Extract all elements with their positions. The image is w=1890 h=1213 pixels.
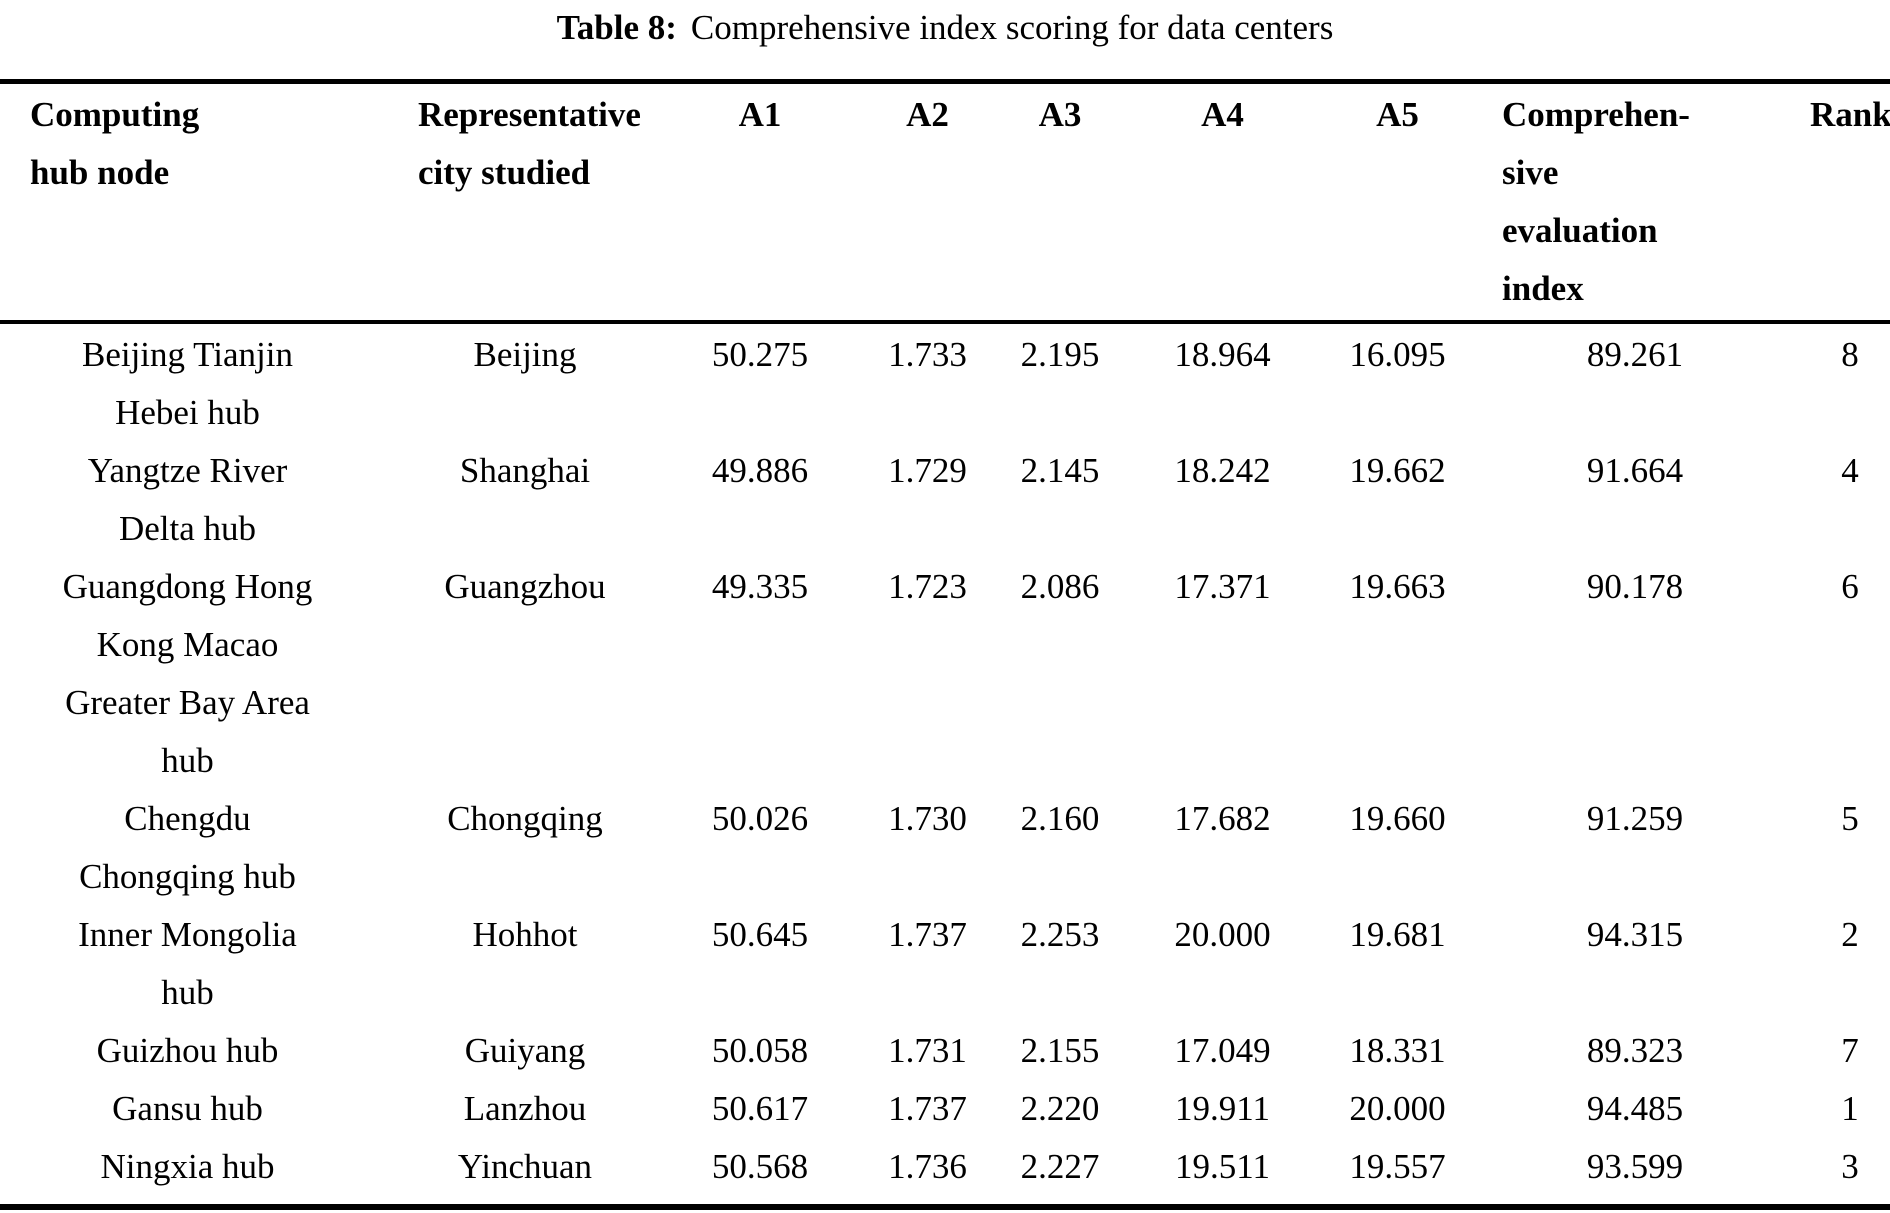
table-row: Gansu hub Lanzhou 50.617 1.737 2.220 19.… — [0, 1080, 1890, 1138]
data-table: Computing hub node Representative city s… — [0, 79, 1890, 1210]
cell-index: 94.315 — [1586, 915, 1684, 954]
column-header-a4: A4 — [1110, 81, 1335, 324]
cell-hub: Chengdu Chongqing hub — [79, 799, 296, 896]
cell-index: 89.261 — [1586, 335, 1684, 374]
cell-a5: 19.660 — [1349, 799, 1446, 838]
cell-a4: 18.242 — [1174, 451, 1271, 490]
cell-a1: 50.568 — [711, 1147, 809, 1186]
cell-index: 93.599 — [1586, 1147, 1684, 1186]
cell-a2: 1.733 — [888, 335, 967, 374]
caption-label: Table 8: — [556, 8, 677, 47]
cell-a3: 2.227 — [1020, 1147, 1100, 1186]
column-header-a2: A2 — [845, 81, 1010, 324]
cell-rank: 7 — [1841, 1031, 1859, 1070]
table-row: Guizhou hub Guiyang 50.058 1.731 2.155 1… — [0, 1022, 1890, 1080]
table-row: Inner Mongolia hub Hohhot 50.645 1.737 2… — [0, 906, 1890, 1022]
cell-a2: 1.730 — [888, 799, 967, 838]
cell-a3: 2.195 — [1020, 335, 1100, 374]
table-header-row: Computing hub node Representative city s… — [0, 81, 1890, 324]
column-header-rank: Rank — [1810, 81, 1890, 324]
cell-a1: 49.886 — [711, 451, 809, 490]
cell-a1: 50.617 — [711, 1089, 809, 1128]
cell-rank: 2 — [1841, 915, 1859, 954]
cell-index: 90.178 — [1586, 567, 1684, 606]
cell-a4: 19.511 — [1175, 1147, 1270, 1186]
table-row: Ningxia hub Yinchuan 50.568 1.736 2.227 … — [0, 1138, 1890, 1207]
cell-a1: 50.645 — [711, 915, 809, 954]
table-row: Guangdong Hong Kong Macao Greater Bay Ar… — [0, 558, 1890, 790]
cell-a3: 2.086 — [1020, 567, 1100, 606]
cell-a5: 19.662 — [1349, 451, 1446, 490]
cell-rank: 3 — [1841, 1147, 1859, 1186]
cell-a4: 19.911 — [1175, 1089, 1270, 1128]
cell-a3: 2.145 — [1020, 451, 1100, 490]
cell-a2: 1.723 — [888, 567, 967, 606]
cell-city: Lanzhou — [463, 1089, 587, 1128]
cell-hub: Beijing Tianjin Hebei hub — [81, 335, 294, 432]
cell-a5: 19.681 — [1349, 915, 1446, 954]
cell-hub: Guangdong Hong Kong Macao Greater Bay Ar… — [62, 567, 313, 780]
cell-a5: 20.000 — [1349, 1089, 1446, 1128]
cell-city: Guangzhou — [444, 567, 606, 606]
cell-index: 91.664 — [1586, 451, 1684, 490]
cell-a2: 1.729 — [888, 451, 967, 490]
cell-rank: 6 — [1841, 567, 1859, 606]
cell-a1: 49.335 — [711, 567, 809, 606]
cell-city: Shanghai — [459, 451, 591, 490]
cell-hub: Ningxia hub — [100, 1147, 275, 1186]
cell-a5: 16.095 — [1349, 335, 1446, 374]
cell-a3: 2.155 — [1020, 1031, 1100, 1070]
cell-hub: Yangtze River Delta hub — [87, 451, 288, 548]
cell-hub: Gansu hub — [112, 1089, 263, 1128]
cell-city: Beijing — [473, 335, 577, 374]
cell-a3: 2.160 — [1020, 799, 1100, 838]
cell-index: 94.485 — [1586, 1089, 1684, 1128]
caption-text: Comprehensive index scoring for data cen… — [690, 8, 1334, 47]
cell-a3: 2.253 — [1020, 915, 1100, 954]
cell-hub: Guizhou hub — [96, 1031, 279, 1070]
cell-rank: 8 — [1841, 335, 1859, 374]
cell-hub: Inner Mongolia hub — [78, 915, 297, 1012]
cell-a4: 17.371 — [1174, 567, 1271, 606]
column-header-index: Comprehen- sive evaluation index — [1460, 81, 1810, 324]
cell-a3: 2.220 — [1020, 1089, 1100, 1128]
column-header-a5: A5 — [1335, 81, 1460, 324]
table-row: Beijing Tianjin Hebei hub Beijing 50.275… — [0, 322, 1890, 442]
cell-a1: 50.058 — [711, 1031, 809, 1070]
cell-a5: 18.331 — [1349, 1031, 1446, 1070]
cell-a2: 1.736 — [888, 1147, 967, 1186]
cell-a5: 19.663 — [1349, 567, 1446, 606]
cell-city: Yinchuan — [457, 1147, 593, 1186]
cell-a1: 50.026 — [711, 799, 809, 838]
cell-a4: 20.000 — [1174, 915, 1271, 954]
column-header-a3: A3 — [1010, 81, 1110, 324]
cell-a2: 1.731 — [888, 1031, 967, 1070]
cell-city: Chongqing — [447, 799, 603, 838]
cell-index: 89.323 — [1586, 1031, 1684, 1070]
cell-rank: 4 — [1841, 451, 1859, 490]
cell-rank: 5 — [1841, 799, 1859, 838]
cell-a2: 1.737 — [888, 915, 967, 954]
table-row: Yangtze River Delta hub Shanghai 49.886 … — [0, 442, 1890, 558]
cell-index: 91.259 — [1586, 799, 1684, 838]
cell-a4: 18.964 — [1174, 335, 1271, 374]
cell-a1: 50.275 — [711, 335, 809, 374]
column-header-a1: A1 — [675, 81, 845, 324]
cell-a4: 17.682 — [1174, 799, 1271, 838]
cell-rank: 1 — [1841, 1089, 1859, 1128]
table-caption: Table 8: Comprehensive index scoring for … — [0, 0, 1890, 79]
cell-a5: 19.557 — [1349, 1147, 1446, 1186]
cell-a4: 17.049 — [1174, 1031, 1271, 1070]
table-row: Chengdu Chongqing hub Chongqing 50.026 1… — [0, 790, 1890, 906]
cell-city: Guiyang — [464, 1031, 586, 1070]
column-header-city: Representative city studied — [375, 81, 675, 324]
column-header-hub: Computing hub node — [0, 81, 375, 324]
cell-a2: 1.737 — [888, 1089, 967, 1128]
cell-city: Hohhot — [472, 915, 578, 954]
